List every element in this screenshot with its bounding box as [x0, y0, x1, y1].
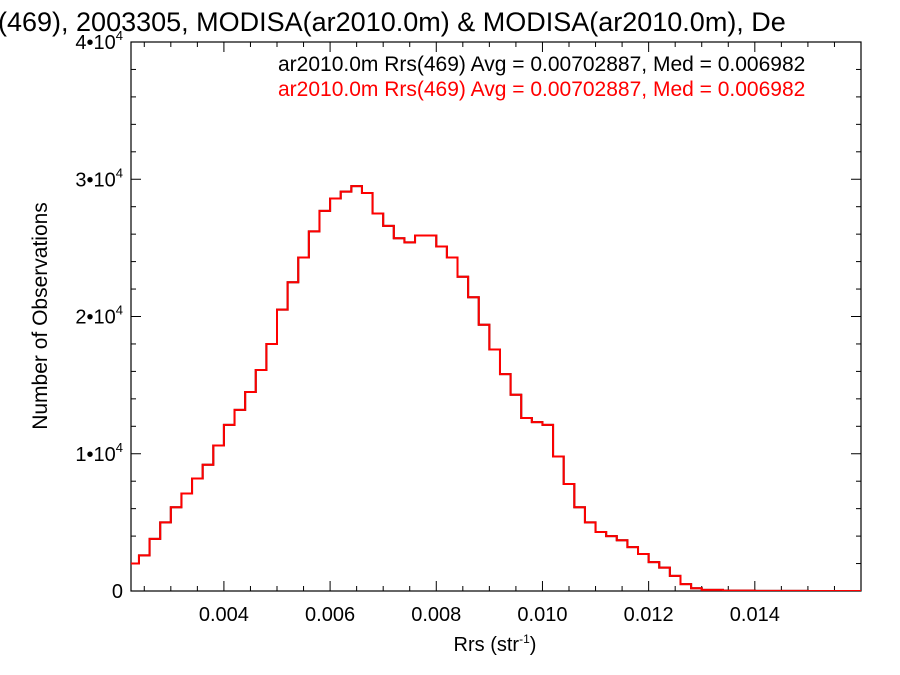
x-tick-label: 0.012	[624, 604, 674, 626]
y-tick-label: 2•104	[75, 303, 123, 329]
x-tick-label: 0.004	[199, 604, 249, 626]
chart-title: (469), 2003305, MODISA(ar2010.0m) & MODI…	[0, 7, 786, 37]
series-black-line	[131, 185, 861, 591]
y-tick-label: 3•104	[75, 165, 123, 191]
series-lines	[131, 185, 861, 591]
y-axis-ticks: 0 1•104 2•104 3•104 4•104	[75, 28, 861, 603]
y-tick-label: 1•104	[75, 440, 123, 466]
x-tick-label: 0.008	[411, 604, 461, 626]
plot-border	[130, 41, 862, 592]
x-axis-ticks: 0.004 0.006 0.008 0.010 0.012 0.014	[143, 42, 862, 626]
legend: ar2010.0m Rrs(469) Avg = 0.00702887, Med…	[278, 53, 805, 101]
y-tick-label: 4•104	[75, 28, 123, 54]
series-red-line	[131, 185, 861, 591]
x-tick-label: 0.006	[305, 604, 355, 626]
x-tick-label: 0.010	[517, 604, 567, 626]
x-axis-label-superscript: -1	[519, 632, 530, 646]
x-tick-label: 0.014	[730, 604, 780, 626]
y-axis-label: Number of Observations	[29, 202, 52, 430]
legend-entry-black: ar2010.0m Rrs(469) Avg = 0.00702887, Med…	[278, 53, 805, 76]
legend-entry-red: ar2010.0m Rrs(469) Avg = 0.00702887, Med…	[278, 78, 805, 101]
y-tick-label: 0	[112, 581, 123, 603]
plot-frame	[130, 41, 862, 592]
x-axis-label: Rrs (str-1)	[454, 632, 537, 656]
